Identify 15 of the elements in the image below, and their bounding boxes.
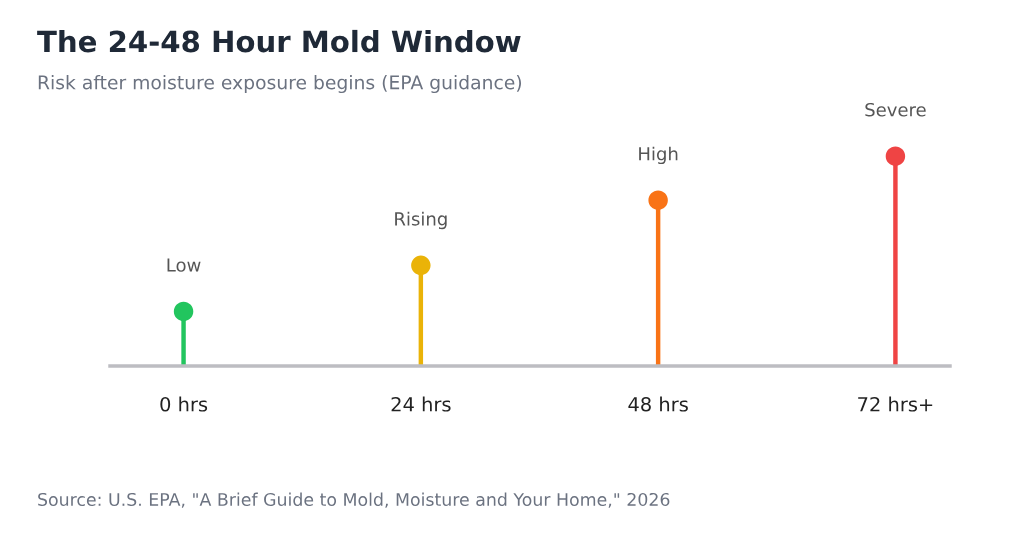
chart-title: The 24-48 Hour Mold Window [37,29,521,53]
source-note: Source: U.S. EPA, "A Brief Guide to Mold, Moisture and Your Home," 2026 [38,492,670,508]
point [885,146,906,166]
x-tick-label: 0 hrs [160,396,208,412]
annotation: Rising [395,211,447,230]
x-tick-label: 72 hrs+ [858,396,933,412]
x-tick-label: 48 hrs [628,396,688,412]
point [411,255,431,275]
annotation: Severe [865,102,926,117]
point [173,301,194,322]
x-tick-label: 24 hrs [391,396,451,412]
point [648,190,668,210]
annotation: High [639,146,678,165]
chart-subtitle: Risk after moisture exposure begins (EPA guidance) [38,74,522,94]
annotation: Low [167,258,201,272]
